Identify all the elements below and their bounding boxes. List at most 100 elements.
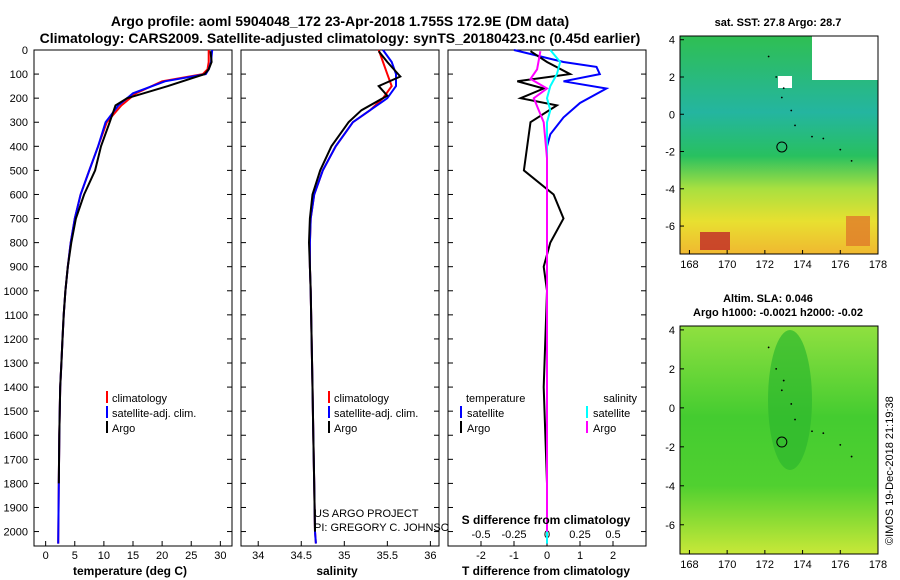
sst-map-warm-patch <box>846 216 870 246</box>
island-dot <box>822 432 825 435</box>
sla-map-title-2: Argo h1000: -0.0021 h2000: -0.02 <box>693 307 863 319</box>
s-difference-xlabel: S difference from climatology <box>462 513 631 527</box>
lat-tick-label: -4 <box>665 481 675 493</box>
temperature-tick-label: 25 <box>185 550 197 562</box>
s-difference-tick-label: 0.25 <box>569 529 590 541</box>
salinity-frame <box>240 49 440 547</box>
depth-tick-label: 300 <box>10 117 28 129</box>
lon-tick-label: 174 <box>793 559 811 571</box>
lon-tick-label: 176 <box>831 259 849 271</box>
sla-map-low-band <box>768 330 812 470</box>
salinity-legend: climatology satellite-adj. clim. Argo <box>328 391 418 435</box>
t-difference-tick-label: 0 <box>544 550 550 562</box>
temperature-tick-label: 5 <box>72 550 78 562</box>
lat-tick-label: -2 <box>665 442 675 454</box>
depth-tick-label: 1400 <box>4 382 28 394</box>
lon-tick-label: 168 <box>680 559 698 571</box>
temperature-tick-label: 10 <box>98 550 110 562</box>
lon-tick-label: 172 <box>756 559 774 571</box>
legend-salinity-heading: salinity <box>603 393 637 405</box>
temperature-xlabel: temperature (deg C) <box>73 564 187 578</box>
salinity-plot: 34 34.5 35 35.5 36 <box>241 49 439 562</box>
island-dot <box>794 124 796 127</box>
temperature-frame <box>33 49 233 547</box>
legend-argo: Argo <box>334 423 357 435</box>
island-dot <box>811 430 813 433</box>
depth-tick-label: 2000 <box>4 527 28 539</box>
depth-tick-label: 1800 <box>4 478 28 490</box>
project-credit: US ARGO PROJECT <box>314 508 419 520</box>
s-difference-tick-label: 0.5 <box>605 529 620 541</box>
legend-argo: Argo <box>112 423 135 435</box>
depth-tick-label: 200 <box>10 93 28 105</box>
depth-tick-label: 0 <box>22 45 28 57</box>
lon-tick-label: 172 <box>756 259 774 271</box>
island-dot <box>839 148 842 151</box>
island-dot <box>767 346 770 349</box>
lat-tick-label: -2 <box>665 147 675 159</box>
legend-s-argo: Argo <box>593 423 616 435</box>
t-difference-tick-label: -1 <box>509 550 519 562</box>
lat-tick-label: 0 <box>669 109 675 121</box>
lat-tick-label: -6 <box>665 221 675 233</box>
island-dot <box>780 96 783 99</box>
legend-s-satellite: satellite <box>593 408 630 420</box>
title-line-1: Argo profile: aoml 5904048_172 23-Apr-20… <box>111 13 569 29</box>
lat-tick-label: 4 <box>669 35 675 47</box>
difference-legend: temperature satellite Argo salinity sate… <box>460 393 637 435</box>
sst-map-warm-patch <box>700 232 730 250</box>
lon-tick-label: 178 <box>869 559 887 571</box>
depth-tick-label: 100 <box>10 69 28 81</box>
depth-tick-label: 500 <box>10 165 28 177</box>
sst-map: sat. SST: 27.8 Argo: 28.7 168 170 172 174 17… <box>665 17 887 271</box>
lat-tick-label: 2 <box>669 72 675 84</box>
island-dot <box>811 135 813 138</box>
series-line-argo <box>307 50 402 532</box>
depth-tick-label: 900 <box>10 262 28 274</box>
sst-map-title: sat. SST: 27.8 Argo: 28.7 <box>715 17 842 29</box>
sst-map-frame <box>679 35 879 255</box>
t-difference-xlabel: T difference from climatology <box>462 564 630 578</box>
t-difference-tick-label: 1 <box>577 550 583 562</box>
island-dot <box>782 379 785 382</box>
lon-tick-label: 176 <box>831 559 849 571</box>
depth-tick-label: 1900 <box>4 502 28 514</box>
lon-tick-label: 178 <box>869 259 887 271</box>
depth-tick-label: 1200 <box>4 334 28 346</box>
sla-map-axes: 168 170 172 174 176 178 4 2 0 -2 -4 -6 <box>665 325 887 571</box>
island-dot <box>839 443 842 446</box>
s-difference-tick-label: -0.25 <box>501 529 526 541</box>
salinity-xlabel: salinity <box>316 564 358 578</box>
temperature-legend: climatology satellite-adj. clim. Argo <box>106 391 196 435</box>
profile-location-marker <box>776 436 788 448</box>
temperature-panel: 0 5 10 15 20 25 30 temperature (deg C) climato… <box>33 49 233 578</box>
island-dot <box>794 418 796 421</box>
temperature-plot: 0 5 10 15 20 25 30 <box>34 49 232 562</box>
island-dot <box>850 455 853 458</box>
depth-tick-label: 800 <box>10 238 28 250</box>
salinity-tick-label: 34.5 <box>291 550 312 562</box>
island-dot <box>850 159 853 162</box>
series-line-salinity-argo <box>529 51 549 532</box>
legend-climatology: climatology <box>112 393 168 405</box>
depth-tick-label: 1100 <box>4 310 28 322</box>
t-difference-tick-label: 2 <box>610 550 616 562</box>
depth-tick-label: 400 <box>10 141 28 153</box>
sla-map-frame <box>679 325 879 555</box>
island-dot <box>775 76 778 78</box>
legend-climatology: climatology <box>334 393 390 405</box>
sla-map: Altim. SLA: 0.046 Argo h1000: -0.0021 h2… <box>665 293 887 571</box>
legend-satellite: satellite-adj. clim. <box>334 408 418 420</box>
difference-plot: -2 -1 0 1 2-0.5 -0.25 0 0.25 0.5 <box>448 49 646 562</box>
lon-tick-label: 170 <box>718 559 736 571</box>
lat-tick-label: 4 <box>669 325 675 337</box>
salinity-tick-label: 35 <box>338 550 350 562</box>
lat-tick-label: 2 <box>669 364 675 376</box>
difference-panel: -2 -1 0 1 2-0.5 -0.25 0 0.25 0.5 T difference fr… <box>447 49 647 578</box>
salinity-tick-label: 35.5 <box>377 550 398 562</box>
depth-tick-label: 700 <box>10 214 28 226</box>
island-dot <box>790 109 793 112</box>
island-dot <box>780 389 783 392</box>
island-dot <box>767 55 770 58</box>
